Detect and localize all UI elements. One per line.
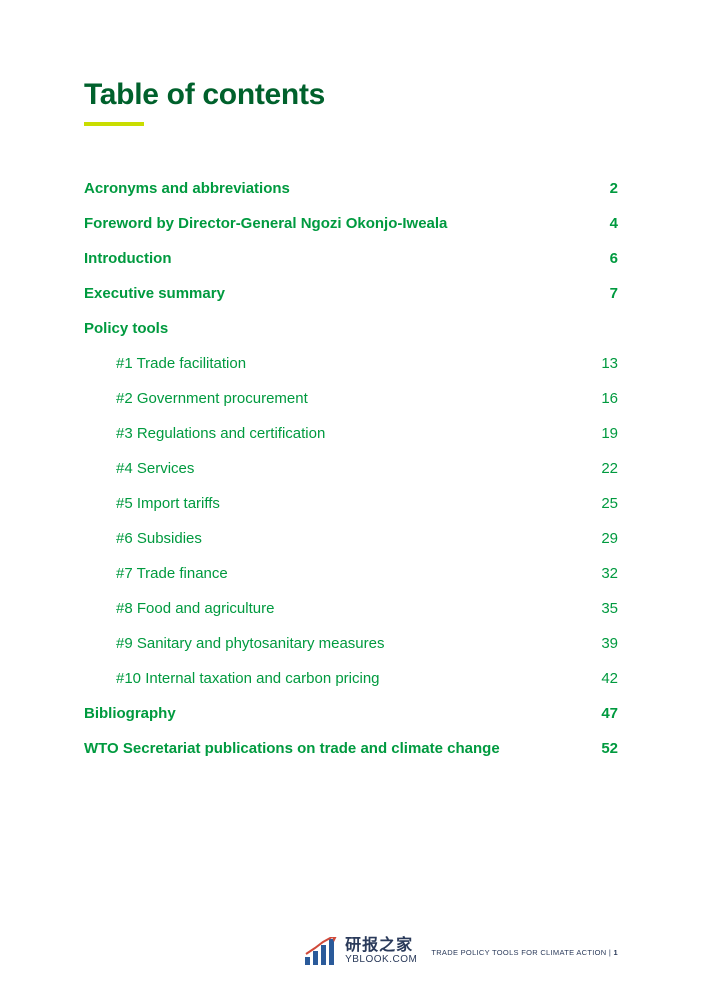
toc-entry-label: Foreword by Director-General Ngozi Okonj…	[84, 215, 447, 232]
toc-entry[interactable]: #4 Services 22	[84, 460, 618, 477]
toc-entry[interactable]: #5 Import tariffs 25	[84, 495, 618, 512]
toc-entry[interactable]: Acronyms and abbreviations 2	[84, 180, 618, 197]
footer-page-number: 1	[614, 948, 618, 957]
page-footer: 研报之家 YBLOOK.COM TRADE POLICY TOOLS FOR C…	[0, 937, 618, 967]
toc-entry-page: 39	[601, 635, 618, 652]
toc-entry-page: 7	[610, 285, 618, 302]
chart-icon	[303, 937, 339, 967]
toc-entry[interactable]: #2 Government procurement 16	[84, 390, 618, 407]
toc-entry-page: 2	[610, 180, 618, 197]
toc-entry-label: #3 Regulations and certification	[116, 425, 325, 442]
toc-entry[interactable]: #9 Sanitary and phytosanitary measures 39	[84, 635, 618, 652]
page-title: Table of contents	[84, 78, 618, 112]
toc-entry-page: 25	[601, 495, 618, 512]
toc-entry-label: #2 Government procurement	[116, 390, 308, 407]
toc-entry[interactable]: Bibliography 47	[84, 705, 618, 722]
toc-entry-label: #8 Food and agriculture	[116, 600, 274, 617]
title-underline	[84, 122, 144, 126]
toc-entry[interactable]: WTO Secretariat publications on trade an…	[84, 740, 618, 757]
toc-entry-label: Policy tools	[84, 320, 168, 337]
toc-entry-label: #6 Subsidies	[116, 530, 202, 547]
footer-logo: 研报之家 YBLOOK.COM	[303, 937, 417, 967]
toc-entry-label: #1 Trade facilitation	[116, 355, 246, 372]
toc-entry[interactable]: Introduction 6	[84, 250, 618, 267]
toc-entry-page: 22	[601, 460, 618, 477]
toc-entry-label: #4 Services	[116, 460, 194, 477]
toc-entry-page: 6	[610, 250, 618, 267]
toc-entry-label: Introduction	[84, 250, 171, 267]
toc-entry-page: 16	[601, 390, 618, 407]
logo-text-cn: 研报之家	[345, 938, 417, 955]
toc-entry-page: 35	[601, 600, 618, 617]
table-of-contents: Acronyms and abbreviations 2 Foreword by D…	[84, 180, 618, 757]
footer-caption-prefix: TRADE POLICY TOOLS FOR CLIMATE ACTION |	[431, 948, 613, 957]
toc-entry-label: #9 Sanitary and phytosanitary measures	[116, 635, 384, 652]
toc-entry[interactable]: #1 Trade facilitation 13	[84, 355, 618, 372]
toc-entry-label: #7 Trade finance	[116, 565, 228, 582]
toc-entry-label: #10 Internal taxation and carbon pricing	[116, 670, 380, 687]
toc-entry-label: Executive summary	[84, 285, 225, 302]
toc-entry-page: 52	[601, 740, 618, 757]
toc-entry-label: Bibliography	[84, 705, 176, 722]
toc-entry-page: 29	[601, 530, 618, 547]
toc-entry[interactable]: #3 Regulations and certification 19	[84, 425, 618, 442]
toc-entry-label: #5 Import tariffs	[116, 495, 220, 512]
toc-entry-page: 13	[601, 355, 618, 372]
toc-entry[interactable]: #6 Subsidies 29	[84, 530, 618, 547]
toc-entry-page: 47	[601, 705, 618, 722]
toc-entry[interactable]: Foreword by Director-General Ngozi Okonj…	[84, 215, 618, 232]
toc-entry-page: 42	[601, 670, 618, 687]
toc-entry-page: 4	[610, 215, 618, 232]
toc-entry[interactable]: Executive summary 7	[84, 285, 618, 302]
toc-entry[interactable]: #10 Internal taxation and carbon pricing…	[84, 670, 618, 687]
toc-entry-page: 19	[601, 425, 618, 442]
toc-entry-label: Acronyms and abbreviations	[84, 180, 290, 197]
footer-caption: TRADE POLICY TOOLS FOR CLIMATE ACTION | …	[431, 948, 618, 957]
toc-entry-label: WTO Secretariat publications on trade an…	[84, 740, 500, 757]
toc-entry-page: 32	[601, 565, 618, 582]
toc-entry[interactable]: #8 Food and agriculture 35	[84, 600, 618, 617]
logo-text-en: YBLOOK.COM	[345, 955, 417, 966]
toc-entry[interactable]: Policy tools	[84, 320, 618, 337]
toc-entry[interactable]: #7 Trade finance 32	[84, 565, 618, 582]
